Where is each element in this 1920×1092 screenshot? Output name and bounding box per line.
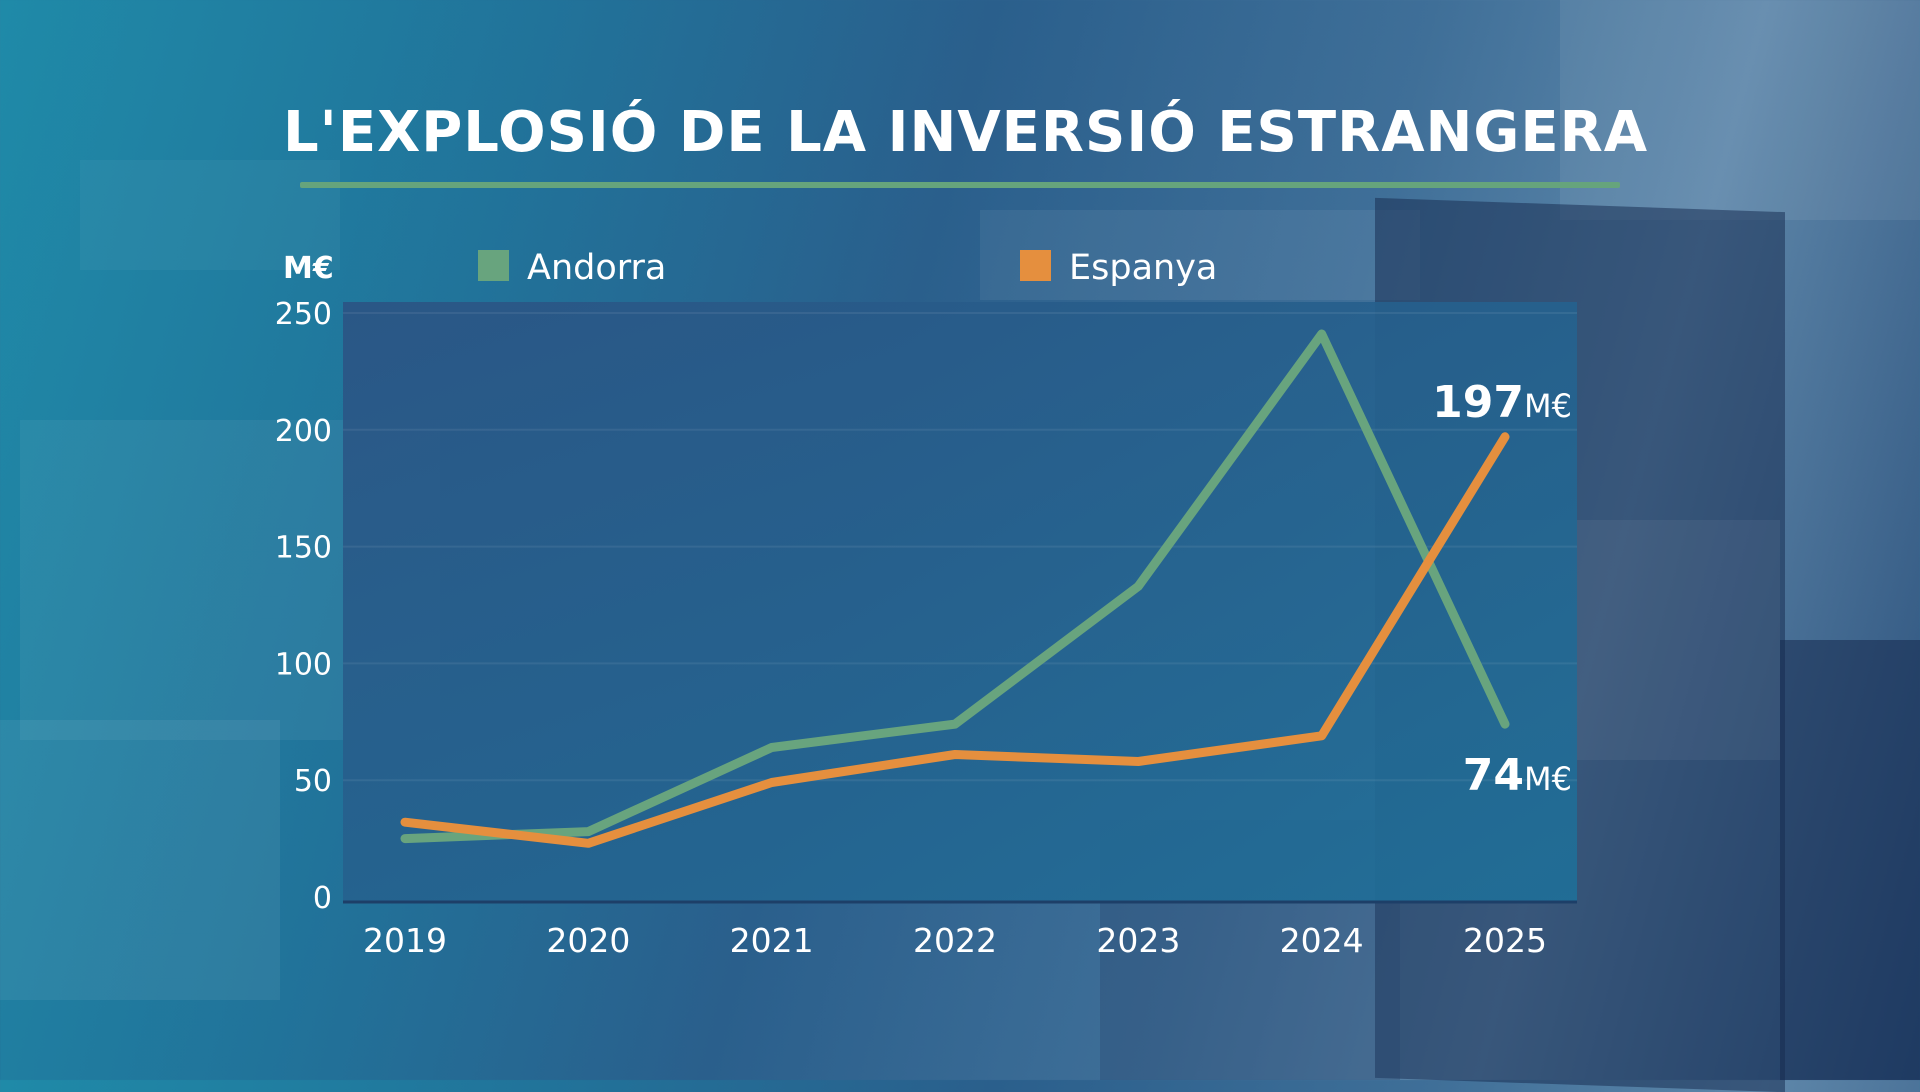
y-tick-label: 250 [275, 297, 332, 332]
y-tick-label: 50 [294, 764, 332, 799]
x-tick-label: 2020 [546, 921, 630, 960]
y-tick-label: 100 [275, 647, 332, 682]
x-tick-label: 2024 [1280, 921, 1364, 960]
y-tick-label: 150 [275, 531, 332, 566]
x-tick-label: 2025 [1463, 921, 1547, 960]
x-tick-label: 2019 [363, 921, 447, 960]
plot-area [343, 302, 1577, 902]
y-axis-label: M€ [283, 251, 334, 286]
end-label-unit: M€ [1524, 760, 1572, 798]
y-tick-label: 200 [275, 414, 332, 449]
legend-swatch-andorra [478, 250, 509, 281]
end-label-unit: M€ [1524, 387, 1572, 425]
legend-swatch-espanya [1020, 250, 1051, 281]
x-tick-label: 2021 [730, 921, 814, 960]
x-tick-label: 2022 [913, 921, 997, 960]
x-tick-label: 2023 [1096, 921, 1180, 960]
legend-label-espanya: Espanya [1069, 248, 1217, 288]
y-tick-label: 0 [313, 881, 332, 916]
legend-label-andorra: Andorra [527, 248, 666, 288]
end-label-value: 197 [1432, 377, 1524, 428]
end-label-value: 74 [1463, 750, 1524, 801]
